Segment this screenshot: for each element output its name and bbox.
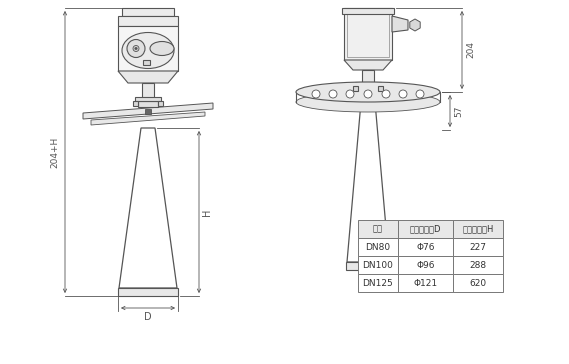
Bar xyxy=(342,8,394,14)
Text: 227: 227 xyxy=(469,242,486,252)
Bar xyxy=(118,26,178,71)
Bar xyxy=(358,220,398,238)
Circle shape xyxy=(329,90,337,98)
Text: 204+H: 204+H xyxy=(51,136,60,168)
Bar xyxy=(398,274,453,292)
Bar xyxy=(122,8,174,16)
Bar xyxy=(358,238,398,256)
Bar xyxy=(158,101,163,106)
Circle shape xyxy=(127,40,145,58)
Text: 57: 57 xyxy=(455,105,464,117)
Polygon shape xyxy=(91,112,205,125)
Polygon shape xyxy=(118,71,178,83)
Bar xyxy=(142,83,154,101)
Bar xyxy=(355,82,381,86)
Bar xyxy=(353,86,358,91)
Bar xyxy=(133,101,138,106)
Text: DN80: DN80 xyxy=(365,242,390,252)
Text: H: H xyxy=(202,208,212,216)
Bar xyxy=(138,101,158,107)
Ellipse shape xyxy=(296,82,440,102)
Polygon shape xyxy=(347,102,389,262)
Circle shape xyxy=(399,90,407,98)
Bar xyxy=(378,86,383,91)
Text: 288: 288 xyxy=(469,261,486,269)
Bar xyxy=(143,59,150,64)
Text: DN100: DN100 xyxy=(362,261,393,269)
Text: 620: 620 xyxy=(469,278,486,288)
Ellipse shape xyxy=(296,92,440,112)
Bar xyxy=(398,220,453,238)
Text: D: D xyxy=(144,312,152,322)
Bar xyxy=(118,288,178,296)
Circle shape xyxy=(364,90,372,98)
Text: DN125: DN125 xyxy=(362,278,393,288)
Text: 204: 204 xyxy=(467,41,476,59)
Bar xyxy=(118,16,178,26)
Polygon shape xyxy=(83,103,213,119)
Circle shape xyxy=(382,90,390,98)
Bar xyxy=(453,238,503,256)
Text: 喇叭口直径D: 喇叭口直径D xyxy=(410,225,441,233)
Circle shape xyxy=(312,90,320,98)
Circle shape xyxy=(135,47,137,50)
Text: 法兰: 法兰 xyxy=(373,225,383,233)
Circle shape xyxy=(133,46,139,51)
Text: Φ96: Φ96 xyxy=(417,261,435,269)
Polygon shape xyxy=(410,19,420,31)
Ellipse shape xyxy=(122,32,174,68)
Bar xyxy=(346,262,390,270)
Circle shape xyxy=(416,90,424,98)
Bar xyxy=(145,109,151,114)
Ellipse shape xyxy=(150,41,174,55)
Text: Φ121: Φ121 xyxy=(414,278,438,288)
Circle shape xyxy=(346,90,354,98)
Text: Φ76: Φ76 xyxy=(417,242,435,252)
Bar xyxy=(453,274,503,292)
Bar xyxy=(344,8,392,60)
Bar xyxy=(453,256,503,274)
Bar xyxy=(453,220,503,238)
Text: 喇叭口高度H: 喇叭口高度H xyxy=(462,225,494,233)
Polygon shape xyxy=(344,60,392,70)
Polygon shape xyxy=(392,16,408,32)
Bar xyxy=(135,97,161,101)
Bar xyxy=(347,11,389,57)
Bar xyxy=(362,70,374,86)
Polygon shape xyxy=(119,128,177,288)
Bar xyxy=(398,238,453,256)
Bar xyxy=(358,274,398,292)
Bar xyxy=(358,86,378,92)
Bar xyxy=(398,256,453,274)
Bar xyxy=(358,256,398,274)
